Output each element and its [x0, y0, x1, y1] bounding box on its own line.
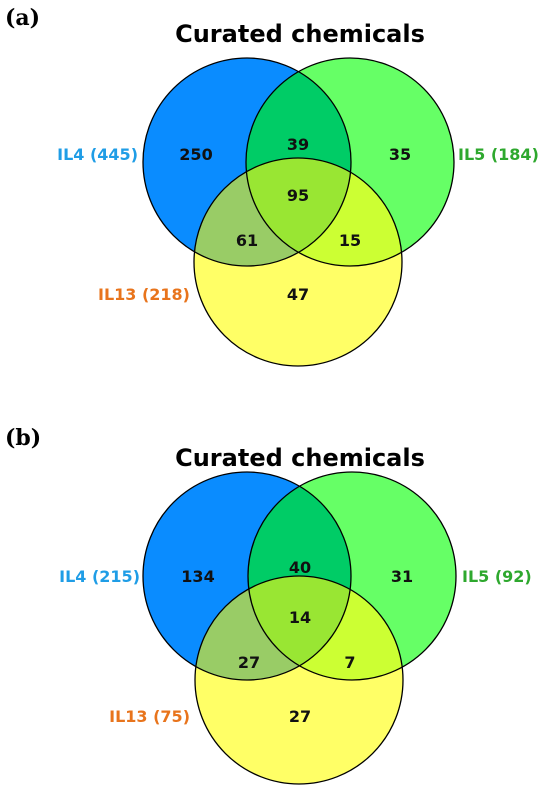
count-il4-only: 250	[179, 145, 212, 164]
label-il4: IL4 (215)	[59, 567, 140, 586]
count-il5-only: 31	[391, 567, 413, 586]
il4-il13-overlap	[195, 576, 351, 680]
venn-diagram-a: (a) Curated chemicals 250 39 35 95 61 15…	[5, 5, 539, 367]
count-il4-il5: 40	[289, 558, 311, 577]
venn-panel-b: (b) Curated chemicals 134 40 31 14 27 7 …	[0, 400, 550, 800]
il13-outline	[194, 575, 404, 785]
il5-outline	[245, 57, 455, 267]
panel-letter: (a)	[5, 5, 40, 31]
count-il5-il13: 7	[344, 653, 355, 672]
il13-outline	[193, 157, 403, 367]
label-il13: IL13 (75)	[109, 707, 190, 726]
venn-title: Curated chemicals	[175, 444, 425, 472]
count-all: 95	[287, 186, 309, 205]
count-il4-only: 134	[181, 567, 214, 586]
count-il13-only: 47	[287, 285, 309, 304]
venn-diagram-b: (b) Curated chemicals 134 40 31 14 27 7 …	[5, 425, 532, 785]
count-il4-il5: 39	[287, 135, 309, 154]
il4-outline	[142, 471, 352, 681]
label-il5: IL5 (184)	[458, 145, 539, 164]
count-all: 14	[289, 608, 311, 627]
il4-outline	[142, 57, 352, 267]
count-il5-only: 35	[389, 145, 411, 164]
count-il4-il13: 61	[236, 231, 258, 250]
label-il4: IL4 (445)	[57, 145, 138, 164]
venn-panel-a: (a) Curated chemicals 250 39 35 95 61 15…	[0, 0, 550, 400]
count-il13-only: 27	[289, 707, 311, 726]
label-il13: IL13 (218)	[98, 285, 190, 304]
venn-title: Curated chemicals	[175, 20, 425, 48]
count-il5-il13: 15	[339, 231, 361, 250]
label-il5: IL5 (92)	[462, 567, 532, 586]
il5-il13-overlap	[248, 576, 403, 680]
count-il4-il13: 27	[238, 653, 260, 672]
il5-outline	[247, 471, 457, 681]
panel-letter: (b)	[5, 425, 41, 451]
